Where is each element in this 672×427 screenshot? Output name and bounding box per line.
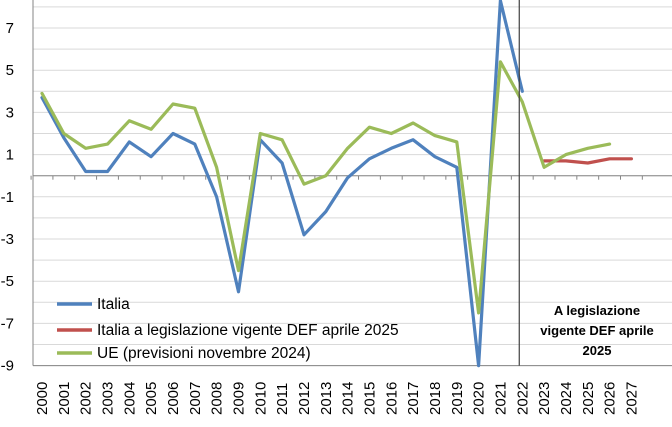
x-tick-label: 2022 bbox=[514, 382, 531, 415]
x-tick-label: 2014 bbox=[340, 382, 357, 415]
x-tick-label: 2008 bbox=[209, 382, 226, 415]
legend-label: Italia bbox=[97, 296, 130, 313]
x-tick-label: 2015 bbox=[361, 382, 378, 415]
x-tick-label: 2026 bbox=[602, 382, 619, 415]
x-tick-label: 2016 bbox=[383, 382, 400, 415]
x-tick-label: 2007 bbox=[187, 382, 204, 415]
x-tick-label: 2000 bbox=[34, 382, 51, 415]
x-tick-label: 2013 bbox=[318, 382, 335, 415]
series-line bbox=[542, 157, 634, 165]
x-tick-label: 2017 bbox=[405, 382, 422, 415]
y-tick-label: 7 bbox=[6, 20, 14, 37]
x-tick-label: 2006 bbox=[165, 382, 182, 415]
series-line bbox=[40, 0, 524, 368]
y-axis-ticks: 7 5 3 1 -1 -3 -5 -7 -9 bbox=[1, 20, 14, 375]
legend: Italia Italia a legislazione vigente DEF … bbox=[57, 296, 399, 362]
x-tick-label: 2003 bbox=[99, 382, 116, 415]
legend-label: UE (previsioni novembre 2024) bbox=[97, 345, 311, 362]
x-tick-label: 2012 bbox=[296, 382, 313, 415]
x-tick-label: 2025 bbox=[580, 382, 597, 415]
x-axis-ticks: 2000 2001 2002 2003 2004 2005 2006 2007 2008 2009… bbox=[34, 382, 640, 415]
x-tick-label: 2011 bbox=[274, 383, 291, 415]
y-tick-label: -1 bbox=[1, 189, 14, 206]
x-tick-label: 2020 bbox=[471, 382, 488, 415]
x-tick-label: 2021 bbox=[492, 382, 509, 415]
y-tick-label: -5 bbox=[1, 273, 14, 290]
annotation-text: vigente DEF aprile bbox=[540, 323, 653, 338]
y-tick-label: -9 bbox=[1, 358, 14, 375]
annotation-text: A legislazione bbox=[554, 303, 640, 318]
annotation-text: 2025 bbox=[583, 343, 612, 358]
x-tick-label: 2002 bbox=[78, 382, 95, 415]
x-tick-label: 2009 bbox=[230, 382, 247, 415]
x-tick-label: 2018 bbox=[427, 382, 444, 415]
x-tick-label: 2019 bbox=[449, 382, 466, 415]
forecast-annotation: A legislazione vigente DEF aprile 2025 bbox=[518, 0, 654, 366]
x-tick-label: 2004 bbox=[121, 382, 138, 415]
series-lines bbox=[40, 0, 634, 368]
y-tick-label: 3 bbox=[6, 104, 14, 121]
series-line bbox=[40, 60, 612, 315]
x-tick-label: 2010 bbox=[252, 382, 269, 415]
y-tick-label: 5 bbox=[6, 62, 14, 79]
y-tick-label: -7 bbox=[1, 315, 14, 332]
x-tick-label: 2023 bbox=[536, 382, 553, 415]
y-tick-label: 1 bbox=[6, 147, 14, 164]
x-tick-label: 2001 bbox=[56, 382, 73, 415]
x-tick-label: 2005 bbox=[143, 382, 160, 415]
x-tick-label: 2024 bbox=[558, 382, 575, 415]
y-tick-label: -3 bbox=[1, 231, 14, 248]
x-tick-label: 2027 bbox=[623, 382, 640, 415]
axes bbox=[30, 0, 672, 367]
legend-label: Italia a legislazione vigente DEF aprile… bbox=[97, 322, 399, 339]
